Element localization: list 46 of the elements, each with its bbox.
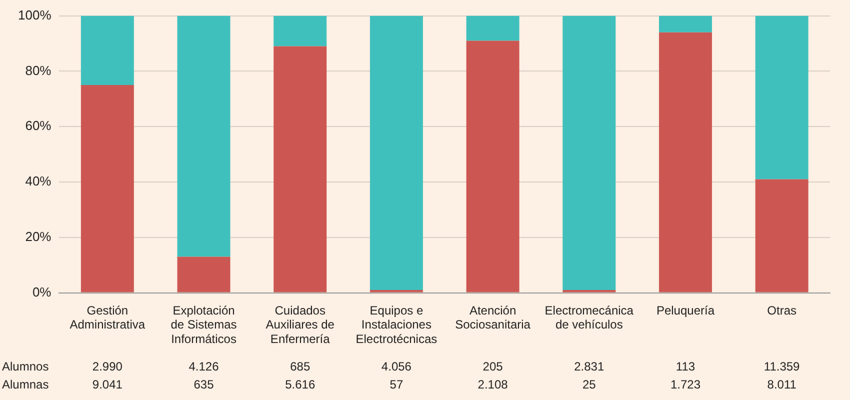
x-tick-label: Cuidados Auxiliares de Enfermería	[266, 303, 335, 346]
y-tick-label: 40%	[25, 174, 52, 189]
bar	[274, 46, 327, 292]
x-tick-label: Explotación de Sistemas Informáticos	[170, 303, 237, 346]
text: 2.831	[574, 359, 604, 374]
bar	[370, 16, 423, 290]
text: 685	[290, 359, 310, 374]
text: Alumnos	[2, 359, 49, 374]
bar	[658, 32, 712, 292]
x-tick-label: Otras	[767, 303, 796, 318]
text: 25	[582, 377, 596, 392]
x-tick-label: Atención Sociosanitaria	[455, 303, 531, 332]
bar	[466, 40, 520, 292]
bar	[562, 16, 616, 290]
text: 113	[676, 359, 696, 374]
text: 635	[194, 377, 214, 392]
x-tick-label: Electromecánica de vehículos	[544, 303, 634, 332]
x-tick-label: Equipos e Instalaciones Electrotécnicas	[356, 303, 438, 346]
text: 2.108	[478, 377, 508, 392]
text: Alumnas	[2, 377, 49, 392]
bar	[80, 16, 134, 86]
bar	[658, 16, 712, 32]
y-tick-label: 60%	[25, 118, 52, 134]
text: 4.056	[381, 359, 412, 374]
bar	[466, 16, 520, 41]
text: 4.126	[188, 359, 220, 374]
bar	[177, 16, 230, 257]
bar	[755, 16, 808, 180]
y-tick-label: 80%	[25, 62, 52, 78]
text: 8.011	[767, 377, 797, 392]
text: 2.990	[92, 359, 123, 374]
text: 11.359	[764, 359, 800, 374]
bar	[274, 16, 327, 46]
x-tick-label: Gestión Administrativa	[70, 303, 146, 332]
text: 5.616	[285, 377, 316, 392]
bar	[80, 85, 134, 292]
bar	[755, 179, 808, 292]
bar	[177, 256, 230, 292]
text: 57	[390, 377, 404, 392]
y-tick-label: 0%	[32, 284, 52, 300]
text: 1.723	[670, 377, 701, 392]
y-tick-label: 20%	[25, 228, 52, 244]
x-tick-label: Peluquería	[656, 303, 715, 318]
text: 205	[482, 359, 504, 374]
y-tick-label: 100%	[18, 7, 52, 22]
text: 9.041	[92, 377, 123, 392]
